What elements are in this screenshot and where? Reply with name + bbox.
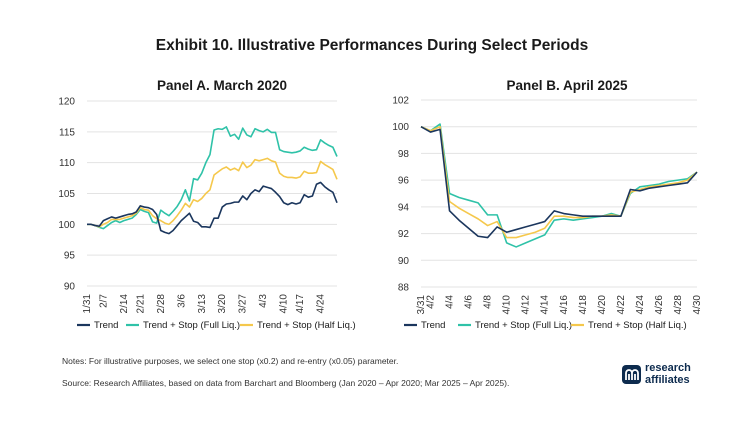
x-tick-label: 4/30 <box>692 295 703 315</box>
x-tick-label: 3/27 <box>238 294 249 314</box>
series-line-trend <box>420 126 698 239</box>
panel-title: Panel B. April 2025 <box>506 78 628 93</box>
y-tick-label: 102 <box>392 96 409 107</box>
x-tick-label: 3/20 <box>217 294 228 314</box>
x-tick-label: 4/10 <box>502 295 513 315</box>
x-tick-label: 4/28 <box>673 295 684 315</box>
x-tick-label: 4/8 <box>483 295 494 309</box>
research-affiliates-logo-icon <box>622 365 641 384</box>
x-tick-label: 2/21 <box>135 294 146 314</box>
x-tick-label: 4/20 <box>597 295 608 315</box>
y-tick-label: 105 <box>58 189 75 200</box>
x-tick-label: 2/14 <box>119 294 130 314</box>
legend-label-full: Trend + Stop (Full Liq.) <box>475 320 572 331</box>
chart-source: Source: Research Affiliates, based on da… <box>62 378 510 388</box>
y-tick-label: 94 <box>398 202 410 213</box>
x-tick-label: 2/28 <box>156 294 167 314</box>
series-line-half <box>420 125 698 239</box>
chart-panel-a: Panel A. March 2020 90 95 100 105 110 115 120 1/… <box>58 78 355 331</box>
x-tick-label: 4/22 <box>616 295 627 315</box>
series-line-full <box>420 123 698 248</box>
x-tick-label: 4/10 <box>279 294 290 314</box>
x-tick-label: 4/26 <box>654 295 665 315</box>
y-tick-label: 92 <box>398 229 410 240</box>
x-tick-label: 3/13 <box>197 294 208 314</box>
legend-label-trend: Trend <box>421 320 445 331</box>
x-tick-label: 4/2 <box>426 295 437 309</box>
logo-line-1: research <box>645 362 691 374</box>
logo-line-2: affiliates <box>645 373 690 386</box>
x-tick-label: 3/6 <box>176 294 187 308</box>
x-tick-label: 4/17 <box>295 294 306 314</box>
research-affiliates-logo: research affiliates <box>622 362 712 387</box>
y-tick-label: 95 <box>64 251 76 262</box>
x-tick-label: 4/18 <box>578 295 589 315</box>
y-tick-label: 115 <box>59 127 75 138</box>
chart-panel-b: Panel B. April 2025 88 90 92 94 96 98 100 102 3/3… <box>392 78 703 331</box>
series-line-full <box>87 126 338 230</box>
y-tick-label: 120 <box>58 97 75 108</box>
legend-label-half: Trend + Stop (Half Liq.) <box>257 320 356 331</box>
x-tick-label: 4/24 <box>635 295 646 315</box>
series-line-trend <box>87 181 338 235</box>
y-tick-label: 90 <box>398 256 410 267</box>
chart-notes: Notes: For illustrative purposes, we sel… <box>62 356 399 366</box>
series-line-half <box>87 157 338 228</box>
panel-title: Panel A. March 2020 <box>157 78 287 93</box>
x-tick-label: 1/31 <box>82 294 93 314</box>
y-tick-label: 110 <box>59 158 75 169</box>
x-tick-label: 4/24 <box>316 294 327 314</box>
legend-label-trend: Trend <box>94 320 118 331</box>
y-tick-label: 96 <box>398 176 410 187</box>
y-tick-label: 88 <box>398 283 410 294</box>
exhibit-title: Exhibit 10. Illustrative Performances Du… <box>155 37 589 54</box>
x-tick-label: 4/12 <box>521 295 532 315</box>
logo-text: research affiliates <box>645 362 691 386</box>
y-tick-label: 98 <box>398 149 410 160</box>
x-tick-label: 4/4 <box>445 295 456 309</box>
x-tick-label: 4/14 <box>540 295 551 315</box>
y-tick-label: 100 <box>392 122 409 133</box>
legend-label-half: Trend + Stop (Half Liq.) <box>588 320 687 331</box>
y-tick-label: 100 <box>58 220 75 231</box>
x-tick-label: 4/6 <box>464 295 475 309</box>
x-tick-label: 2/7 <box>98 294 109 308</box>
x-tick-label: 3/31 <box>416 295 427 315</box>
y-tick-label: 90 <box>64 282 76 293</box>
legend-label-full: Trend + Stop (Full Liq.) <box>143 320 240 331</box>
x-tick-label: 4/3 <box>258 294 269 308</box>
x-tick-label: 4/16 <box>559 295 570 315</box>
